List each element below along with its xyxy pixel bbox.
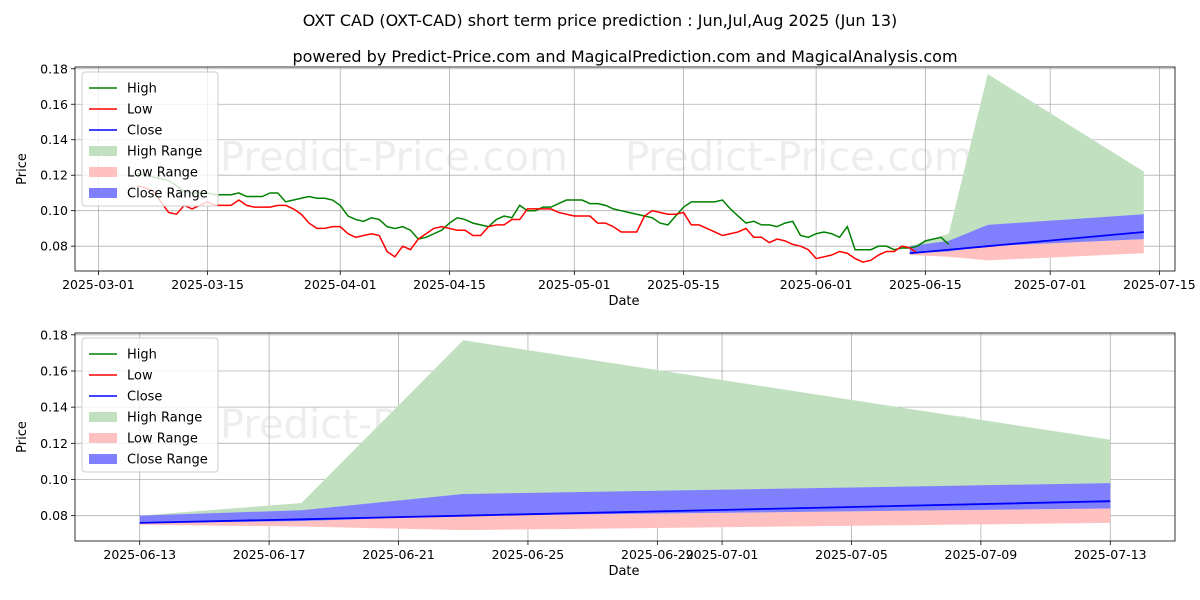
legend: High Low Close High Range Low Range Close Ran…: [81, 337, 219, 473]
x-tick-label: 2025-03-15: [171, 277, 244, 292]
legend-swatch-fill: [89, 167, 117, 177]
legend-label: Low: [127, 103, 153, 118]
x-tick-label: 2025-06-21: [362, 547, 435, 562]
watermark-text: Predict-Price.com: [220, 134, 568, 180]
y-tick-label: 0.14: [40, 132, 68, 147]
y-tick-label: 0.08: [40, 239, 68, 254]
x-tick-label: 2025-06-17: [233, 547, 306, 562]
close-series-line: [139, 500, 1111, 524]
high-range-band: [909, 74, 1144, 254]
x-tick-label: 2025-06-15: [889, 277, 962, 292]
legend-swatch-fill: [89, 188, 117, 198]
legend-label: High: [127, 348, 157, 363]
x-tick-label: 2025-07-01: [1014, 277, 1087, 292]
chart-title: OXT CAD (OXT-CAD) short term price predi…: [303, 11, 898, 30]
x-tick-label: 2025-06-01: [780, 277, 853, 292]
x-tick-label: 2025-05-15: [647, 277, 720, 292]
x-tick-label: 2025-06-29: [621, 547, 694, 562]
x-tick-label: 2025-07-15: [1123, 277, 1196, 292]
x-tick-label: 2025-07-01: [686, 547, 759, 562]
legend-swatch-fill: [89, 454, 117, 464]
chart-subtitle: powered by Predict-Price.com and Magical…: [292, 47, 957, 66]
y-axis-label: Price: [15, 421, 30, 453]
legend-label: Close Range: [127, 453, 208, 468]
y-tick-label: 0.18: [40, 327, 68, 342]
legend-label: High Range: [127, 145, 202, 160]
low-range-band: [139, 508, 1111, 531]
x-axis-label: Date: [608, 564, 639, 579]
legend-swatch-fill: [89, 146, 117, 156]
close-series-line: [909, 231, 1144, 255]
close-range-band: [139, 483, 1111, 523]
legend-label: Low Range: [127, 166, 198, 181]
y-axis-label: Price: [15, 153, 30, 185]
y-tick-label: 0.12: [40, 436, 68, 451]
x-tick-label: 2025-07-13: [1074, 547, 1147, 562]
x-tick-label: 2025-06-25: [492, 547, 565, 562]
x-tick-label: 2025-06-13: [103, 547, 176, 562]
legend-label: Close: [127, 390, 162, 405]
high-series-line: [137, 172, 950, 251]
y-tick-label: 0.14: [40, 400, 68, 415]
low-series-line: [137, 185, 918, 263]
close-range-band: [909, 214, 1144, 254]
legend-label: Low Range: [127, 432, 198, 447]
plot-frame: [74, 332, 1176, 542]
legend-swatch-fill: [89, 433, 117, 443]
y-tick-label: 0.10: [40, 203, 68, 218]
high-range-band: [139, 340, 1111, 523]
x-tick-label: 2025-07-09: [945, 547, 1018, 562]
top-chart-panel: Predict-Price.com Predict-Price.com 0.08 0.…: [15, 61, 1196, 309]
y-tick-label: 0.08: [40, 508, 68, 523]
plot-area: [139, 340, 1111, 531]
x-tick-label: 2025-04-15: [413, 277, 486, 292]
watermark-text: Predict-Price.com: [625, 134, 973, 180]
y-tick-label: 0.10: [40, 472, 68, 487]
x-tick-label: 2025-05-01: [538, 277, 611, 292]
plot-area: [137, 74, 1144, 263]
y-tick-label: 0.12: [40, 168, 68, 183]
y-tick-label: 0.18: [40, 61, 68, 76]
legend-swatch-fill: [89, 412, 117, 422]
legend-label: Close Range: [127, 187, 208, 202]
low-range-band: [909, 239, 1144, 261]
x-tick-label: 2025-03-01: [62, 277, 135, 292]
bottom-chart-panel: Predict-Price.comPredict-Price.com0.080.…: [15, 327, 1176, 579]
x-tick-label: 2025-04-01: [304, 277, 377, 292]
legend-label: High: [127, 82, 157, 97]
y-tick-label: 0.16: [40, 363, 68, 378]
legend: High Low Close High Range Low Range Close Ran…: [81, 71, 219, 207]
legend-label: High Range: [127, 411, 202, 426]
plot-frame: [74, 66, 1176, 272]
x-tick-label: 2025-07-05: [815, 547, 888, 562]
legend-label: Close: [127, 124, 162, 139]
x-axis-label: Date: [608, 294, 639, 309]
legend-label: Low: [127, 369, 153, 384]
y-tick-label: 0.16: [40, 97, 68, 112]
